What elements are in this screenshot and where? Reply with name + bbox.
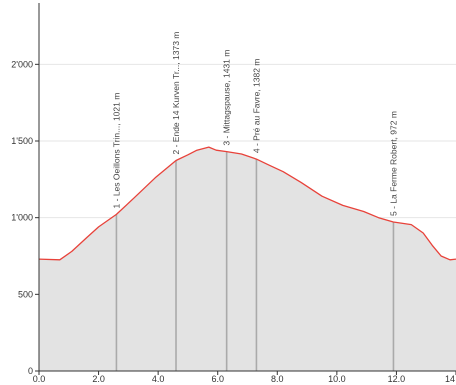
x-tick-label-3: 6.0 [211, 374, 224, 384]
x-tick-label-2: 4.0 [152, 374, 165, 384]
profile-line-group [38, 146, 456, 261]
y-tick-label-3: 1'500 [11, 136, 33, 146]
waypoint-label-3: 3 - Mittagspause, 1431 m [222, 50, 232, 146]
y-tick-label-2: 1'000 [11, 213, 33, 223]
x-tick-labels: 0.0 2.0 4.0 6.0 8.0 10.0 12.0 14 [33, 374, 455, 384]
profile-line [38, 146, 456, 261]
waypoint-label-1: 1 - Les Oeillons Trin..., 1021 m [111, 93, 121, 209]
y-tick-label-4: 2'000 [11, 59, 33, 69]
waypoint-labels: 1 - Les Oeillons Trin..., 1021 m 2 - Ende… [111, 32, 398, 216]
y-tick-label-1: 500 [18, 289, 33, 299]
x-tick-label-1: 2.0 [92, 374, 105, 384]
x-tick-label-4: 8.0 [271, 374, 284, 384]
profile-area [39, 147, 456, 371]
x-tick-label-5: 10.0 [328, 374, 346, 384]
waypoint-markers [115, 151, 395, 371]
waypoint-label-4: 4 - Pré au Favre, 1382 m [251, 59, 261, 154]
x-tick-label-6: 12.0 [388, 374, 406, 384]
waypoint-label-5: 5 - La Ferme Robert, 972 m [388, 111, 398, 216]
x-tick-label-7: 14 [445, 374, 455, 384]
waypoint-label-2: 2 - Ende 14 Kurven Tr..., 1373 m [171, 32, 181, 155]
profile-fill [39, 147, 456, 371]
y-tick-labels: 0 500 1'000 1'500 2'000 [11, 59, 33, 376]
y-tick-label-0: 0 [28, 366, 33, 376]
axes [35, 3, 456, 375]
x-tick-label-0: 0.0 [33, 374, 46, 384]
